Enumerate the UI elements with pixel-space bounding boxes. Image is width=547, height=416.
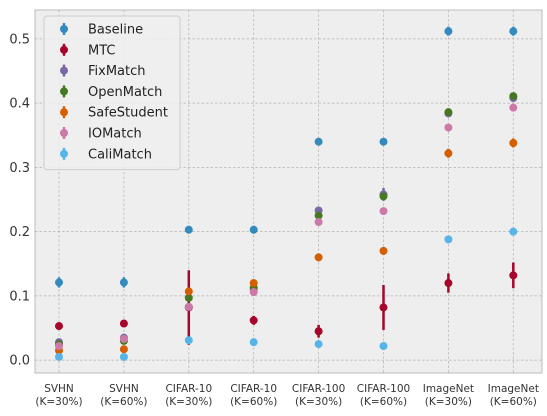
x-tick-label: SVHN <box>44 383 74 395</box>
legend-label: CaliMatch <box>88 147 152 162</box>
x-tick-sublabel: (K=60%) <box>360 396 407 408</box>
y-tick-label: 0.0 <box>9 354 30 369</box>
data-marks <box>55 26 518 361</box>
x-tick-sublabel: (K=30%) <box>165 396 212 408</box>
data-point <box>184 287 193 296</box>
data-point <box>119 345 128 354</box>
legend-marker <box>60 149 68 158</box>
data-point <box>249 338 258 347</box>
data-point <box>444 123 453 132</box>
data-point <box>314 211 323 220</box>
x-tick-sublabel: (K=30%) <box>425 396 472 408</box>
data-point <box>184 302 193 311</box>
data-point <box>509 271 518 280</box>
y-tick-label: 0.3 <box>9 161 30 176</box>
data-point <box>509 92 518 101</box>
x-tick-sublabel: (K=30%) <box>295 396 342 408</box>
data-point <box>314 137 323 146</box>
x-axis: SVHN(K=30%)SVHN(K=60%)CIFAR-10(K=30%)CIF… <box>35 383 539 408</box>
legend-marker <box>60 45 68 54</box>
x-tick-label: ImageNet <box>423 383 474 395</box>
legend-marker <box>60 25 68 33</box>
data-point <box>249 288 258 297</box>
data-point <box>509 227 518 236</box>
data-point <box>184 336 193 345</box>
x-tick-label: SVHN <box>109 383 139 395</box>
data-point <box>379 246 388 255</box>
x-tick-sublabel: (K=60%) <box>490 396 537 408</box>
x-tick-label: CIFAR-100 <box>357 383 410 395</box>
x-tick-sublabel: (K=60%) <box>230 396 277 408</box>
y-tick-label: 0.1 <box>9 289 30 304</box>
legend-label: IOMatch <box>88 127 142 142</box>
grid <box>35 10 542 373</box>
series-baseline <box>55 26 518 288</box>
data-point <box>314 253 323 262</box>
legend-label: Baseline <box>88 23 143 38</box>
data-point <box>379 207 388 216</box>
data-point <box>184 225 193 234</box>
data-point <box>379 192 388 201</box>
data-point <box>314 340 323 349</box>
data-point <box>119 278 128 287</box>
data-point <box>444 27 453 36</box>
legend-marker <box>60 87 68 96</box>
series-mtc <box>55 262 518 345</box>
x-tick-label: CIFAR-10 <box>165 383 212 395</box>
legend-label: MTC <box>88 43 115 58</box>
x-tick-label: CIFAR-100 <box>292 383 345 395</box>
data-point <box>444 235 453 244</box>
data-point <box>444 108 453 117</box>
data-point <box>184 293 193 302</box>
series-iomatch <box>55 103 518 351</box>
legend: Baseline MTC FixMatch OpenMatch SafeStudent I… <box>43 15 181 171</box>
data-point <box>55 322 63 331</box>
data-point <box>55 342 63 351</box>
data-point <box>314 218 323 227</box>
series-safestudent <box>55 138 518 355</box>
legend-label: SafeStudent <box>88 106 168 121</box>
x-tick-sublabel: (K=30%) <box>35 396 82 408</box>
x-tick-label: ImageNet <box>488 383 539 395</box>
x-tick-sublabel: (K=60%) <box>100 396 147 408</box>
data-point <box>55 352 63 361</box>
data-point <box>119 334 128 343</box>
legend-box <box>43 15 181 171</box>
data-point <box>379 342 388 351</box>
legend-label: OpenMatch <box>88 85 162 100</box>
data-point <box>249 316 258 325</box>
data-point <box>249 225 258 234</box>
y-tick-label: 0.4 <box>9 97 30 112</box>
data-point <box>55 278 63 287</box>
data-point <box>379 137 388 146</box>
data-point <box>509 27 518 36</box>
y-tick-label: 0.5 <box>9 32 30 47</box>
legend-marker <box>60 129 68 137</box>
data-point <box>509 103 518 112</box>
data-point <box>379 303 388 312</box>
data-point <box>119 352 128 361</box>
data-point <box>314 327 323 336</box>
x-tick-label: CIFAR-10 <box>230 383 277 395</box>
series-calimatch <box>55 227 518 361</box>
data-point <box>444 149 453 158</box>
y-tick-label: 0.2 <box>9 225 30 240</box>
data-point <box>509 138 518 147</box>
legend-marker <box>60 66 68 75</box>
data-point <box>444 279 453 288</box>
legend-marker <box>60 108 68 117</box>
y-axis: 0.0 0.1 0.2 0.3 0.4 0.5 <box>9 32 30 368</box>
data-point <box>249 279 258 288</box>
data-point <box>119 319 128 328</box>
legend-label: FixMatch <box>88 64 146 79</box>
